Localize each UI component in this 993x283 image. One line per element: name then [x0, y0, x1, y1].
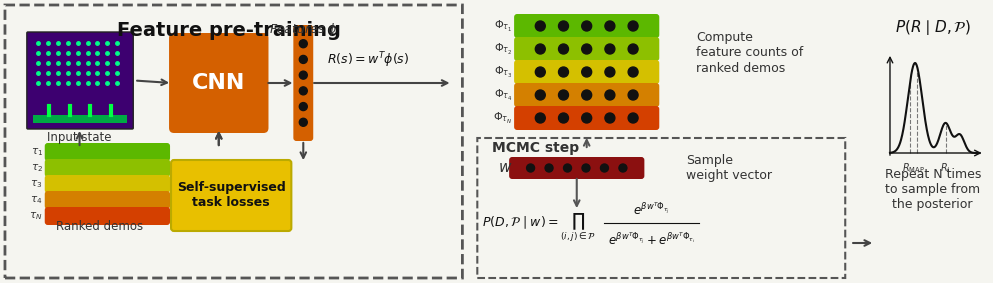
Circle shape: [299, 40, 307, 48]
Text: Feature pre-training: Feature pre-training: [117, 21, 341, 40]
Text: $\tau_4$: $\tau_4$: [31, 194, 43, 206]
Circle shape: [582, 164, 590, 172]
Circle shape: [299, 71, 307, 79]
Circle shape: [629, 90, 638, 100]
Circle shape: [564, 164, 572, 172]
FancyBboxPatch shape: [514, 60, 659, 84]
Circle shape: [558, 44, 568, 54]
Circle shape: [582, 90, 592, 100]
Text: $\Phi_{\tau_N}$: $\Phi_{\tau_N}$: [493, 110, 512, 126]
FancyBboxPatch shape: [45, 159, 170, 177]
FancyBboxPatch shape: [45, 175, 170, 193]
Text: $e^{\beta w^T \Phi_{\tau_j}}$: $e^{\beta w^T \Phi_{\tau_j}}$: [633, 201, 670, 218]
FancyBboxPatch shape: [45, 207, 170, 225]
Circle shape: [605, 67, 615, 77]
Text: $\Phi_{\tau_3}$: $\Phi_{\tau_3}$: [494, 65, 512, 80]
Text: Features $\phi$: Features $\phi$: [269, 21, 338, 38]
FancyBboxPatch shape: [27, 32, 133, 129]
FancyBboxPatch shape: [45, 191, 170, 209]
Text: CNN: CNN: [192, 73, 245, 93]
Text: MCMC step: MCMC step: [493, 141, 579, 155]
FancyBboxPatch shape: [514, 83, 659, 107]
Circle shape: [299, 102, 307, 111]
Circle shape: [582, 113, 592, 123]
Text: Compute
feature counts of
ranked demos: Compute feature counts of ranked demos: [696, 31, 803, 74]
Circle shape: [629, 21, 638, 31]
Circle shape: [605, 90, 615, 100]
Text: Input state: Input state: [48, 131, 112, 144]
Circle shape: [545, 164, 553, 172]
Circle shape: [299, 55, 307, 63]
Text: $R_{\mathrm{MAP}}$: $R_{\mathrm{MAP}}$: [902, 161, 924, 175]
Circle shape: [629, 67, 638, 77]
FancyBboxPatch shape: [169, 33, 268, 133]
Text: Self-supervised
task losses: Self-supervised task losses: [177, 181, 286, 209]
Circle shape: [558, 21, 568, 31]
Text: $e^{\beta w^T \Phi_{\tau_j}} + e^{\beta w^T \Phi_{\tau_i}}$: $e^{\beta w^T \Phi_{\tau_j}} + e^{\beta …: [608, 231, 695, 248]
Bar: [33, 115, 127, 123]
Circle shape: [605, 21, 615, 31]
FancyBboxPatch shape: [171, 160, 291, 231]
Text: $w$: $w$: [497, 160, 512, 175]
Circle shape: [535, 113, 545, 123]
Circle shape: [582, 21, 592, 31]
FancyBboxPatch shape: [514, 106, 659, 130]
FancyBboxPatch shape: [509, 157, 644, 179]
Text: $\Phi_{\tau_2}$: $\Phi_{\tau_2}$: [494, 42, 512, 57]
Circle shape: [605, 44, 615, 54]
Circle shape: [558, 67, 568, 77]
Text: $\tau_1$: $\tau_1$: [31, 146, 43, 158]
Text: Sample
weight vector: Sample weight vector: [686, 154, 773, 182]
Circle shape: [558, 113, 568, 123]
Circle shape: [601, 164, 609, 172]
Circle shape: [582, 67, 592, 77]
Circle shape: [582, 44, 592, 54]
Circle shape: [629, 113, 638, 123]
Text: $R_i$: $R_i$: [940, 161, 951, 175]
Circle shape: [619, 164, 627, 172]
Text: $R(s) = w^T\phi(s)$: $R(s) = w^T\phi(s)$: [327, 50, 409, 70]
Text: $\Phi_{\tau_4}$: $\Phi_{\tau_4}$: [494, 87, 512, 102]
Circle shape: [299, 87, 307, 95]
FancyBboxPatch shape: [514, 14, 659, 38]
Circle shape: [535, 21, 545, 31]
Text: Ranked demos: Ranked demos: [56, 220, 143, 233]
Circle shape: [535, 90, 545, 100]
Text: $\tau_3$: $\tau_3$: [31, 178, 43, 190]
Text: $P(D, \mathcal{P} \mid w) = \prod_{(i,j)\in\mathcal{P}}$: $P(D, \mathcal{P} \mid w) = \prod_{(i,j)…: [483, 212, 596, 244]
Text: $\Phi_{\tau_1}$: $\Phi_{\tau_1}$: [494, 18, 512, 33]
Text: Repeat N times
to sample from
the posterior: Repeat N times to sample from the poster…: [885, 168, 981, 211]
Circle shape: [535, 44, 545, 54]
FancyBboxPatch shape: [293, 25, 313, 141]
Circle shape: [526, 164, 534, 172]
Circle shape: [605, 113, 615, 123]
Text: $\tau_2$: $\tau_2$: [31, 162, 43, 174]
Circle shape: [535, 67, 545, 77]
Text: $\tau_N$: $\tau_N$: [29, 210, 43, 222]
Text: $P(R \mid D, \mathcal{P})$: $P(R \mid D, \mathcal{P})$: [895, 18, 970, 37]
Circle shape: [629, 44, 638, 54]
Circle shape: [299, 118, 307, 126]
FancyBboxPatch shape: [45, 143, 170, 161]
FancyBboxPatch shape: [514, 37, 659, 61]
Circle shape: [558, 90, 568, 100]
